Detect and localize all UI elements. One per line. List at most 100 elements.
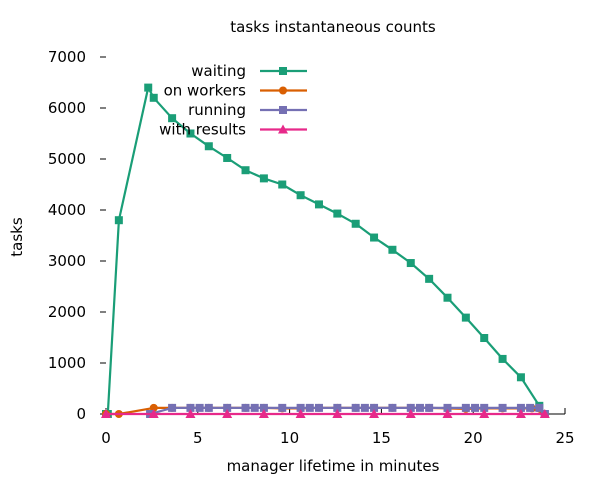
data-point-triangle <box>258 409 269 418</box>
data-point-square <box>114 216 123 225</box>
x-tick-label: 20 <box>464 429 483 447</box>
data-point-square <box>314 403 323 412</box>
data-point-square <box>425 403 434 412</box>
x-tick-label: 15 <box>372 429 391 447</box>
data-point-triangle <box>515 409 526 418</box>
data-point-square <box>351 403 360 412</box>
series-running <box>146 403 549 418</box>
data-point-square <box>516 403 525 412</box>
data-point-square <box>370 233 379 242</box>
data-point-triangle <box>479 409 490 418</box>
series-with-results <box>101 409 550 418</box>
data-point-square <box>480 334 489 343</box>
legend-label: running <box>188 101 246 119</box>
legend-label: with results <box>159 121 246 139</box>
data-point-square <box>443 293 452 302</box>
data-point-square <box>406 259 415 268</box>
x-tick-label: 25 <box>555 429 574 447</box>
data-point-square <box>443 403 452 412</box>
y-tick-label: 3000 <box>48 252 86 270</box>
data-point-square <box>461 313 470 322</box>
data-point-square <box>314 200 323 209</box>
data-point-triangle <box>101 409 111 418</box>
x-tick-label: 5 <box>193 429 203 447</box>
data-point-triangle <box>369 409 380 418</box>
data-point-square <box>415 403 424 412</box>
data-point-square <box>498 354 507 363</box>
data-point-square <box>278 403 287 412</box>
chart-title: tasks instantaneous counts <box>230 18 436 36</box>
data-point-square <box>278 180 287 189</box>
data-point-square <box>516 373 525 382</box>
data-point-square <box>186 129 195 138</box>
data-point-square <box>144 83 153 92</box>
data-point-square <box>305 403 314 412</box>
data-point-square <box>480 403 489 412</box>
data-point-square <box>461 403 470 412</box>
data-point-square <box>223 403 232 412</box>
data-point-circle <box>149 403 158 412</box>
y-tick-label: 2000 <box>48 303 86 321</box>
legend-item: waiting <box>191 62 307 80</box>
data-point-square <box>279 106 287 114</box>
data-point-square <box>388 403 397 412</box>
axes: 0 5 10 15 20 25 0 1000 2000 3000 4000 5000 6000 7000 <box>48 48 575 447</box>
y-axis-label: tasks <box>8 217 26 257</box>
y-tick-label: 1000 <box>48 354 86 372</box>
data-point-square <box>204 142 213 151</box>
series-group <box>101 83 550 418</box>
data-point-circle <box>279 86 287 95</box>
data-point-square <box>204 403 213 412</box>
legend-item: with results <box>159 121 307 139</box>
y-tick-label: 4000 <box>48 201 86 219</box>
data-point-square <box>471 403 480 412</box>
data-point-square <box>360 403 369 412</box>
data-point-square <box>526 403 535 412</box>
data-point-square <box>149 93 158 102</box>
data-point-square <box>259 174 268 183</box>
y-tick-label: 5000 <box>48 150 86 168</box>
x-tick-label: 0 <box>101 429 111 447</box>
data-point-triangle <box>405 409 416 418</box>
legend-label: waiting <box>191 62 246 80</box>
data-point-square <box>406 403 415 412</box>
legend-label: on workers <box>164 82 247 100</box>
data-point-triangle <box>278 124 288 134</box>
data-point-triangle <box>185 409 196 418</box>
data-point-square <box>333 403 342 412</box>
data-point-square <box>388 245 397 254</box>
data-point-triangle <box>295 409 306 418</box>
data-point-square <box>259 403 268 412</box>
data-point-triangle <box>332 409 343 418</box>
data-point-triangle <box>539 409 550 418</box>
data-point-square <box>223 153 232 162</box>
data-point-square <box>296 191 305 200</box>
data-point-square <box>425 274 434 283</box>
x-tick-label: 10 <box>280 429 299 447</box>
data-point-square <box>351 219 360 228</box>
data-point-square <box>186 403 195 412</box>
x-axis-label: manager lifetime in minutes <box>227 457 440 475</box>
y-tick-label: 6000 <box>48 99 86 117</box>
data-point-triangle <box>148 409 159 418</box>
data-point-square <box>168 114 177 123</box>
legend-item: on workers <box>164 82 307 100</box>
data-point-triangle <box>442 409 453 418</box>
data-point-triangle <box>222 409 233 418</box>
data-point-square <box>250 403 259 412</box>
data-point-square <box>241 166 250 175</box>
data-point-square <box>241 403 250 412</box>
data-point-square <box>333 209 342 218</box>
data-point-square <box>370 403 379 412</box>
data-point-square <box>279 67 287 75</box>
data-point-square <box>195 403 204 412</box>
y-tick-label: 7000 <box>48 48 86 66</box>
legend-item: running <box>188 101 307 119</box>
y-tick-label: 0 <box>76 405 86 423</box>
data-point-square <box>535 403 544 412</box>
data-point-square <box>296 403 305 412</box>
data-point-square <box>168 403 177 412</box>
